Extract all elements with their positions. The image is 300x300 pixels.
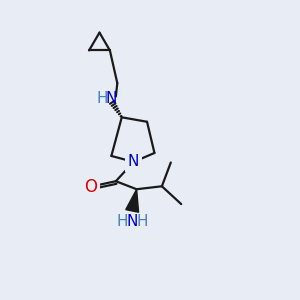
- Text: N: N: [106, 92, 117, 106]
- Text: H: H: [117, 214, 128, 229]
- Text: N: N: [127, 214, 138, 229]
- Text: H: H: [137, 214, 148, 229]
- Text: H: H: [97, 92, 108, 106]
- Text: O: O: [84, 178, 97, 196]
- Polygon shape: [126, 189, 139, 212]
- Text: N: N: [128, 154, 139, 169]
